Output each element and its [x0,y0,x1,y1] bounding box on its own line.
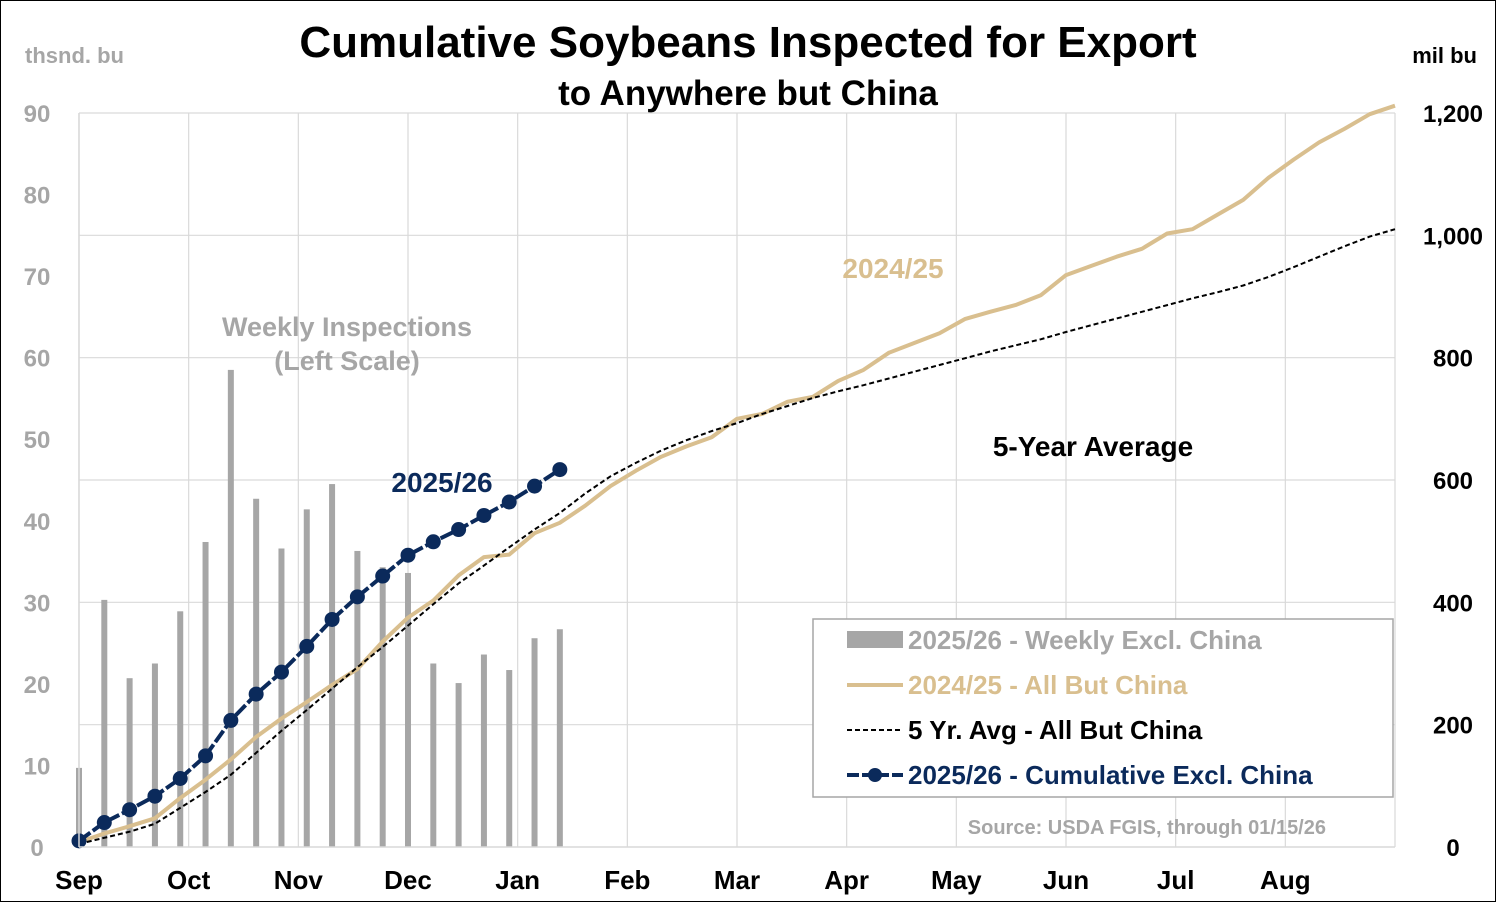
left-tick-label: 40 [24,509,51,536]
legend-swatch-weekly [847,631,903,648]
left-tick-label: 30 [24,590,51,617]
weekly-bar [556,629,563,847]
weekly-bar [455,683,462,847]
annotation-2025-26: 2025/26 [391,467,492,498]
annotation-weekly-inspections: Weekly Inspections [222,312,472,342]
legend-label-weekly: 2025/26 - Weekly Excl. China [908,625,1262,655]
weekly-bar [253,498,260,847]
marker-2025-26-cumulative [552,462,568,478]
left-axis-unit: thsnd. bu [25,43,124,68]
right-tick-label: 600 [1433,468,1473,495]
weekly-bar [202,541,209,847]
marker-2025-26-cumulative [172,770,188,786]
line-5yr-average [78,228,1396,845]
x-tick-label: Aug [1260,865,1311,895]
x-tick-label: Jun [1043,865,1089,895]
marker-2025-26-cumulative [324,611,340,627]
marker-2025-26-cumulative [122,802,138,818]
left-tick-label: 10 [24,753,51,780]
x-tick-label: Mar [714,865,760,895]
marker-2025-26-cumulative [349,589,365,605]
annotation-5-year-average: 5-Year Average [993,431,1193,462]
marker-2025-26-cumulative [527,478,543,494]
x-tick-label: Jan [495,865,540,895]
marker-2025-26-cumulative [375,568,391,584]
right-tick-label: 800 [1433,346,1473,373]
weekly-bars [76,369,563,847]
left-tick-label: 0 [30,835,43,862]
weekly-bar [126,678,133,847]
marker-2025-26-cumulative [273,664,289,680]
right-tick-label: 0 [1446,835,1459,862]
right-tick-label: 1,200 [1423,101,1483,128]
legend-label-5yr-avg: 5 Yr. Avg - All But China [908,715,1203,745]
left-axis-ticks: 0 10 20 30 40 50 60 70 80 90 [24,101,51,862]
weekly-bar [354,550,361,847]
right-tick-label: 1,000 [1423,223,1483,250]
marker-2025-26-cumulative [476,507,492,523]
marker-2025-26-cumulative [248,686,264,702]
weekly-bar [177,611,184,847]
right-axis-ticks: 0 200 400 600 800 1,000 1,200 [1423,101,1483,862]
marker-2025-26-cumulative [198,748,214,764]
legend-label-2025-26-cumulative: 2025/26 - Cumulative Excl. China [908,760,1313,790]
weekly-bar [151,663,158,847]
legend-box [812,618,1394,798]
right-axis-unit: mil bu [1412,43,1477,68]
line-2025-26-cumulative [77,467,561,843]
legend: 2025/26 - Weekly Excl. China 2024/25 - A… [812,618,1394,798]
left-tick-label: 70 [24,264,51,291]
x-tick-label: Jul [1157,865,1195,895]
marker-2025-26-cumulative [96,815,112,831]
line-2024-25-all-but-china [78,103,1396,844]
annotation-left-scale: (Left Scale) [274,346,420,376]
legend-label-2024-25: 2024/25 - All But China [908,670,1188,700]
marker-2025-26-cumulative [501,494,517,510]
marker-2025-26-cumulative [451,522,467,538]
weekly-bar [303,509,310,847]
marker-2025-26-cumulative [223,712,239,728]
left-tick-label: 20 [24,672,51,699]
left-tick-label: 50 [24,427,51,454]
weekly-bar [506,670,513,847]
x-tick-label: Feb [604,865,650,895]
weekly-bar [278,548,285,847]
left-tick-label: 80 [24,183,51,210]
x-tick-label: Dec [384,865,432,895]
weekly-bar [531,638,538,847]
weekly-bar [405,572,411,847]
right-tick-label: 200 [1433,713,1473,740]
weekly-bar [480,654,487,847]
chart-subtitle: to Anywhere but China [558,74,938,113]
marker-2025-26-cumulative [425,534,441,550]
x-tick-label: May [931,865,982,895]
weekly-bar [379,567,386,847]
annotation-2024-25: 2024/25 [842,253,943,284]
weekly-bar [329,484,336,847]
left-tick-label: 90 [24,101,51,128]
chart-title: Cumulative Soybeans Inspected for Export [299,18,1197,67]
x-axis-ticks: Sep Oct Nov Dec Jan Feb Mar Apr May Jun Jul Aug [55,865,1310,895]
x-tick-label: Oct [167,865,211,895]
x-tick-label: Apr [824,865,869,895]
right-tick-label: 400 [1433,590,1473,617]
series-markers [71,462,568,849]
x-tick-label: Nov [274,865,324,895]
source-note: Source: USDA FGIS, through 01/15/26 [968,817,1326,839]
weekly-bar [227,369,234,847]
legend-marker-2025-26-cumulative [868,768,882,782]
x-tick-label: Sep [55,865,103,895]
left-tick-label: 60 [24,346,51,373]
weekly-bar [101,599,108,847]
marker-2025-26-cumulative [147,788,163,804]
marker-2025-26-cumulative [400,547,416,563]
weekly-bar [430,663,437,847]
marker-2025-26-cumulative [299,638,315,654]
